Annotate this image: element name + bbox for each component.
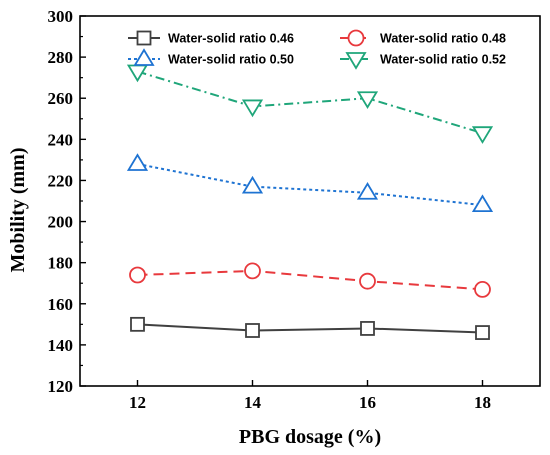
data-point: [475, 325, 490, 340]
legend-label: Water-solid ratio 0.48: [380, 32, 506, 46]
plot-frame: [79, 15, 541, 387]
y-tick-label: 260: [48, 89, 74, 108]
series-2: [126, 153, 494, 213]
x-axis-title: PBG dosage (%): [239, 426, 381, 448]
data-point: [471, 194, 494, 213]
y-tick-label: 200: [48, 213, 74, 232]
data-point: [244, 262, 261, 280]
y-tick-label: 300: [48, 7, 74, 26]
legend-item: Water-solid ratio 0.46: [128, 30, 294, 46]
y-tick-label: 220: [48, 171, 74, 190]
data-point: [129, 266, 146, 284]
x-tick-label: 14: [244, 393, 262, 412]
y-ticks: 120 140 160 180 200 220 240 260 280 300: [48, 7, 86, 396]
legend-item: Water-solid ratio 0.48: [340, 29, 506, 47]
series-line: [137, 163, 483, 207]
legend-label: Water-solid ratio 0.50: [168, 53, 294, 67]
legend-item: Water-solid ratio 0.50: [128, 48, 294, 67]
x-tick-label: 12: [129, 393, 146, 412]
series-line: [137, 70, 483, 135]
series-line: [137, 323, 483, 334]
y-tick-label: 280: [48, 48, 74, 67]
series-line: [137, 269, 483, 291]
y-tick-label: 180: [48, 254, 74, 273]
legend-marker: [347, 29, 365, 47]
legend: Water-solid ratio 0.46 Water-solid ratio …: [128, 29, 506, 70]
data-point: [126, 153, 149, 171]
legend-marker: [136, 30, 152, 46]
data-point: [130, 316, 145, 332]
x-ticks: 12 14 16 18: [129, 380, 491, 412]
legend-marker: [345, 52, 367, 70]
series-0: [130, 316, 490, 340]
y-tick-label: 240: [48, 130, 74, 149]
y-axis-title: Mobility (mm): [7, 148, 29, 273]
y-tick-label: 140: [48, 336, 74, 355]
legend-label: Water-solid ratio 0.46: [168, 32, 294, 46]
data-point: [241, 175, 264, 194]
legend-item: Water-solid ratio 0.52: [340, 52, 506, 70]
data-point: [356, 91, 379, 109]
x-tick-label: 18: [474, 393, 491, 412]
data-point: [359, 272, 376, 290]
data-point: [241, 99, 264, 118]
legend-marker: [133, 48, 155, 66]
series-group: [126, 64, 494, 340]
data-point: [471, 126, 494, 144]
series-3: [126, 64, 494, 144]
y-tick-label: 160: [48, 295, 74, 314]
y-tick-label: 120: [48, 377, 74, 396]
data-point: [356, 182, 379, 200]
x-tick-label: 16: [359, 393, 376, 412]
series-1: [129, 262, 491, 298]
plot-frame-group: [79, 15, 541, 387]
legend-label: Water-solid ratio 0.52: [380, 53, 506, 67]
data-point: [245, 323, 260, 338]
data-point: [474, 280, 491, 298]
data-point: [360, 321, 375, 336]
